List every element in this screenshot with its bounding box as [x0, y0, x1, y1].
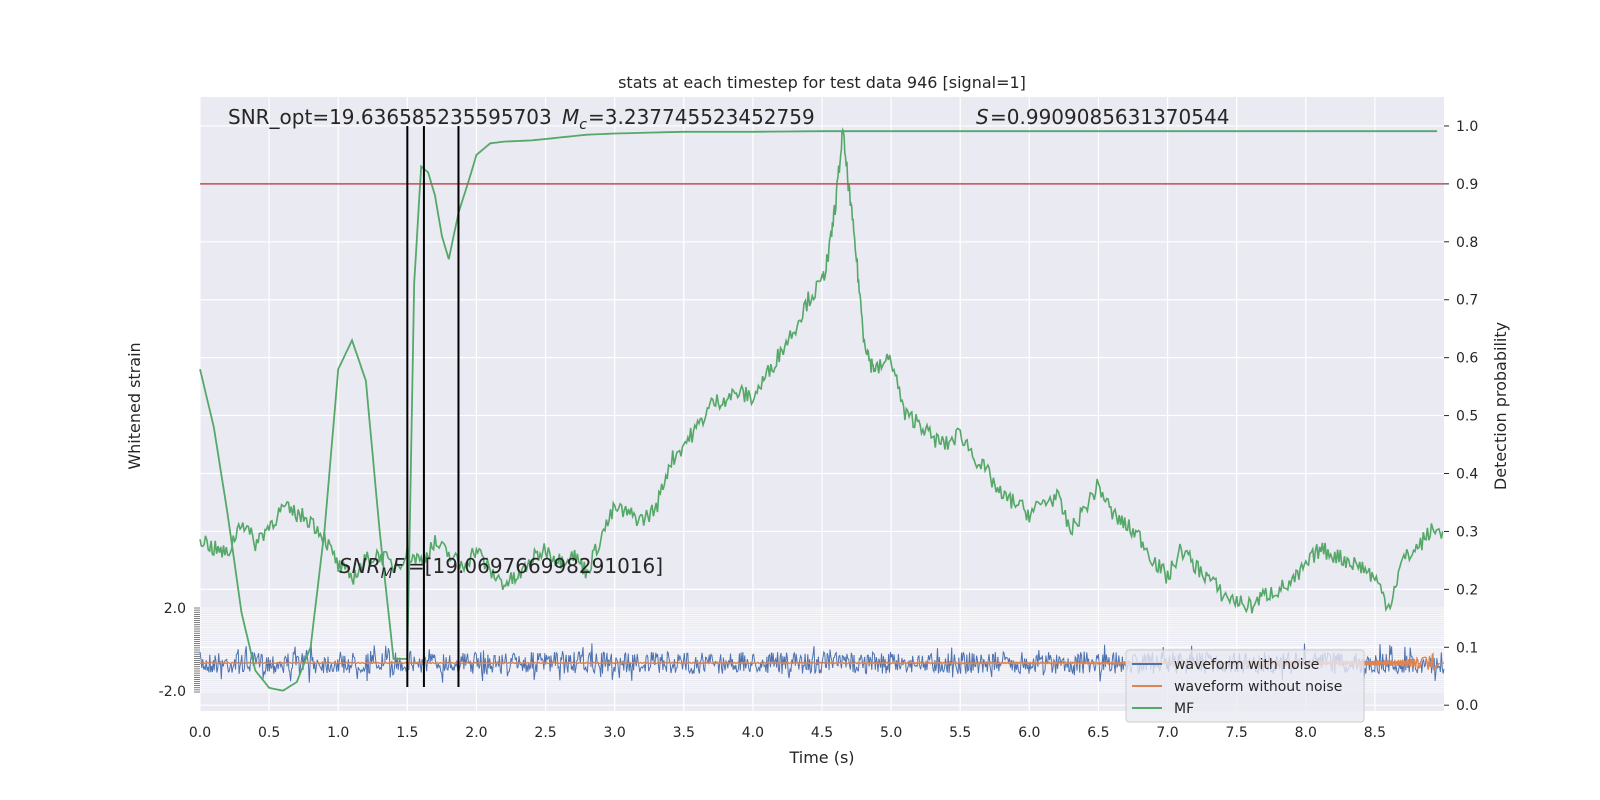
x-tick-label: 0.5 — [258, 725, 280, 741]
x-tick-label: 2.5 — [534, 725, 556, 741]
y-tick-label: 0.9 — [1456, 177, 1478, 193]
x-tick-label: 4.5 — [811, 725, 833, 741]
y-tick-labels-right: 0.0 0.1 0.2 0.3 0.4 0.5 0.6 0.7 0.8 0.9 1.0 — [1444, 119, 1478, 714]
x-tick-label: 1.0 — [327, 725, 349, 741]
x-tick-label: 8.0 — [1295, 725, 1317, 741]
vertical-lines — [406, 125, 460, 687]
y-axis-label-left: Whitened strain — [125, 342, 144, 469]
y-tick-label: 0.1 — [1456, 640, 1478, 656]
legend-label-mf: MF — [1174, 701, 1194, 717]
x-tick-label: 2.0 — [465, 725, 487, 741]
x-tick-labels: 0.0 0.5 1.0 1.5 2.0 2.5 3.0 3.5 4.0 4.5 5.0 5.5 6.0 6… — [189, 725, 1386, 741]
y-tick-label: 0.7 — [1456, 293, 1478, 309]
y-tick-label: 1.0 — [1456, 119, 1478, 135]
x-tick-label: 0.0 — [189, 725, 211, 741]
annotation-snr-mf-symbol: SNRMF — [339, 554, 405, 582]
x-tick-label: 6.0 — [1018, 725, 1040, 741]
annotation-s-symbol: S — [976, 105, 989, 129]
x-tick-label: 7.0 — [1156, 725, 1178, 741]
strain-tick-label: -2.0 — [159, 684, 186, 700]
annotation-snr-opt: SNR_opt=19.636585235595703 — [228, 105, 552, 129]
legend-label-clean: waveform without noise — [1174, 679, 1342, 695]
x-tick-label: 4.0 — [742, 725, 764, 741]
annotation-s: =0.9909085631370544 — [990, 105, 1229, 129]
strain-tick-label: 2.0 — [164, 601, 186, 617]
annotation-snr-mf: =[19.069766998291016] — [408, 554, 663, 578]
legend-box — [1125, 649, 1365, 723]
mf-probability-coarse — [199, 130, 1438, 692]
x-tick-label: 3.0 — [604, 725, 626, 741]
y-tick-label: 0.8 — [1456, 235, 1478, 251]
y-axis-label-right: Detection probability — [1491, 322, 1510, 490]
y-tick-label: 0.6 — [1456, 351, 1478, 367]
y-tick-label: 0.4 — [1456, 467, 1478, 483]
legend: waveform with noise waveform without noi… — [1125, 649, 1365, 723]
x-tick-label: 3.5 — [673, 725, 695, 741]
y-tick-label: 0.0 — [1456, 698, 1478, 714]
x-tick-label: 6.5 — [1087, 725, 1109, 741]
y-tick-label: 0.5 — [1456, 409, 1478, 425]
chart-title: stats at each timestep for test data 946… — [618, 73, 1026, 92]
x-axis-label: Time (s) — [788, 748, 854, 767]
x-tick-label: 5.0 — [880, 725, 902, 741]
x-tick-label: 8.5 — [1364, 725, 1386, 741]
prob-lines — [199, 127, 1444, 692]
mf-probability-fine — [199, 127, 1444, 614]
y-tick-label: 0.2 — [1456, 582, 1478, 598]
annotation-mc: =3.237745523452759 — [588, 105, 815, 129]
x-tick-label: 1.5 — [396, 725, 418, 741]
x-tick-label: 5.5 — [949, 725, 971, 741]
x-tick-label: 7.5 — [1226, 725, 1248, 741]
legend-label-noise: waveform with noise — [1174, 657, 1319, 673]
y-tick-label: 0.3 — [1456, 524, 1478, 540]
